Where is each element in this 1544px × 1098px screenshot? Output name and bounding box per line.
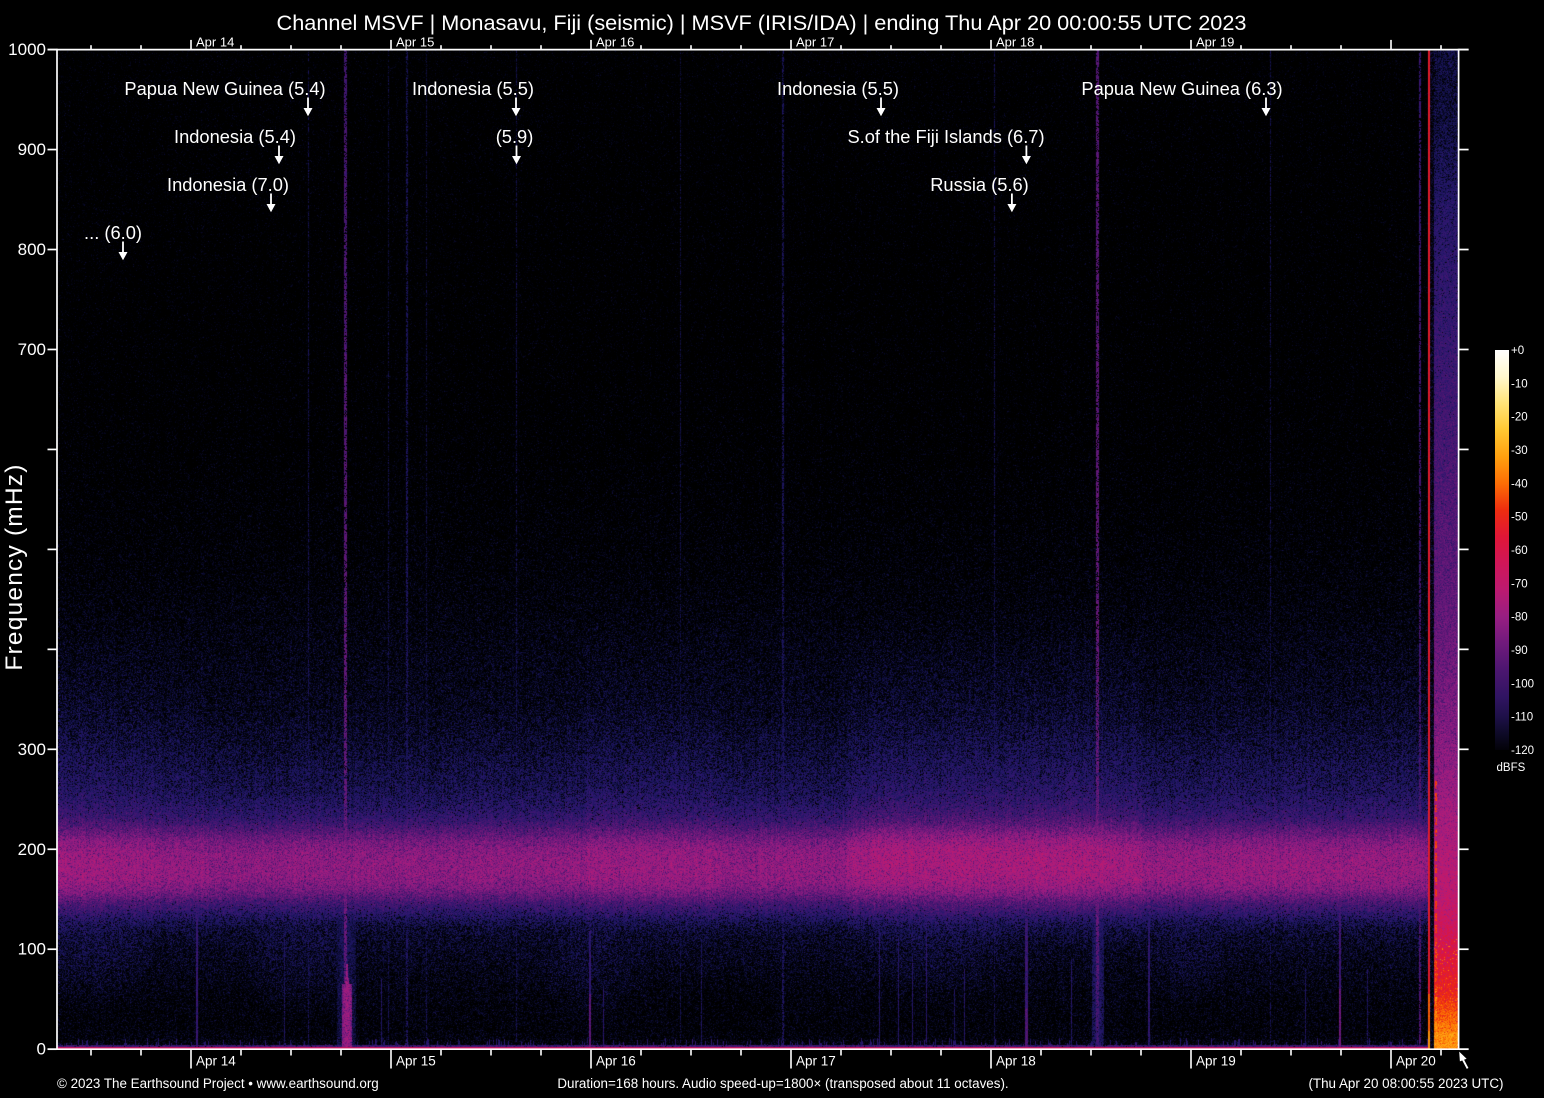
- svg-text:Apr 16: Apr 16: [596, 1054, 636, 1069]
- svg-text:-70: -70: [1511, 578, 1528, 590]
- svg-text:-100: -100: [1511, 678, 1534, 690]
- svg-text:Apr 18: Apr 18: [996, 1054, 1036, 1069]
- svg-text:100: 100: [18, 940, 46, 959]
- svg-text:(5.9): (5.9): [496, 126, 534, 147]
- svg-text:900: 900: [18, 140, 46, 159]
- svg-text:Indonesia (5.5): Indonesia (5.5): [777, 78, 899, 99]
- svg-text:700: 700: [18, 340, 46, 359]
- svg-text:Apr 14: Apr 14: [196, 1054, 236, 1069]
- svg-text:Apr 20: Apr 20: [1396, 1054, 1436, 1069]
- svg-text:S.of the Fiji Islands (6.7): S.of the Fiji Islands (6.7): [847, 126, 1044, 147]
- svg-text:200: 200: [18, 840, 46, 859]
- svg-text:300: 300: [18, 740, 46, 759]
- svg-text:Apr 15: Apr 15: [396, 35, 434, 50]
- svg-text:Apr 15: Apr 15: [396, 1054, 436, 1069]
- svg-text:Apr 16: Apr 16: [596, 35, 634, 50]
- svg-text:-90: -90: [1511, 645, 1528, 657]
- svg-text:Apr 17: Apr 17: [796, 35, 834, 50]
- svg-text:Indonesia (7.0): Indonesia (7.0): [167, 174, 289, 195]
- svg-text:Papua New Guinea (5.4): Papua New Guinea (5.4): [124, 78, 325, 99]
- svg-text:Channel MSVF | Monasavu, Fiji: Channel MSVF | Monasavu, Fiji (seismic) …: [277, 10, 1247, 35]
- svg-text:-60: -60: [1511, 545, 1528, 557]
- svg-text:Apr 14: Apr 14: [196, 35, 234, 50]
- svg-text:1000: 1000: [8, 40, 46, 59]
- svg-text:(Thu Apr 20 08:00:55 2023 UTC): (Thu Apr 20 08:00:55 2023 UTC): [1308, 1076, 1503, 1091]
- svg-text:Apr 19: Apr 19: [1196, 35, 1234, 50]
- svg-text:Papua New Guinea (6.3): Papua New Guinea (6.3): [1081, 78, 1282, 99]
- svg-text:-10: -10: [1511, 378, 1528, 390]
- svg-text:-50: -50: [1511, 512, 1528, 524]
- svg-text:-40: -40: [1511, 478, 1528, 490]
- svg-text:Apr 19: Apr 19: [1196, 1054, 1236, 1069]
- svg-text:0: 0: [37, 1040, 46, 1059]
- svg-text:-30: -30: [1511, 445, 1528, 457]
- svg-text:Apr 17: Apr 17: [796, 1054, 836, 1069]
- svg-text:-110: -110: [1511, 712, 1533, 724]
- svg-text:Apr 18: Apr 18: [996, 35, 1034, 50]
- svg-text:Russia (5.6): Russia (5.6): [930, 174, 1029, 195]
- svg-text:Duration=168 hours. Audio spee: Duration=168 hours. Audio speed-up=1800×…: [557, 1076, 1008, 1091]
- svg-text:+0: +0: [1511, 345, 1524, 357]
- svg-text:800: 800: [18, 240, 46, 259]
- svg-text:-120: -120: [1511, 745, 1534, 757]
- svg-text:© 2023 The Earthsound Project: © 2023 The Earthsound Project • www.eart…: [57, 1076, 379, 1091]
- svg-text:dBFS: dBFS: [1497, 762, 1526, 774]
- svg-text:-80: -80: [1511, 612, 1528, 624]
- svg-text:Indonesia (5.5): Indonesia (5.5): [412, 78, 534, 99]
- svg-text:-20: -20: [1511, 412, 1528, 424]
- svg-text:... (6.0): ... (6.0): [84, 222, 142, 243]
- svg-text:Frequency (mHz): Frequency (mHz): [1, 463, 28, 670]
- svg-text:Indonesia (5.4): Indonesia (5.4): [174, 126, 296, 147]
